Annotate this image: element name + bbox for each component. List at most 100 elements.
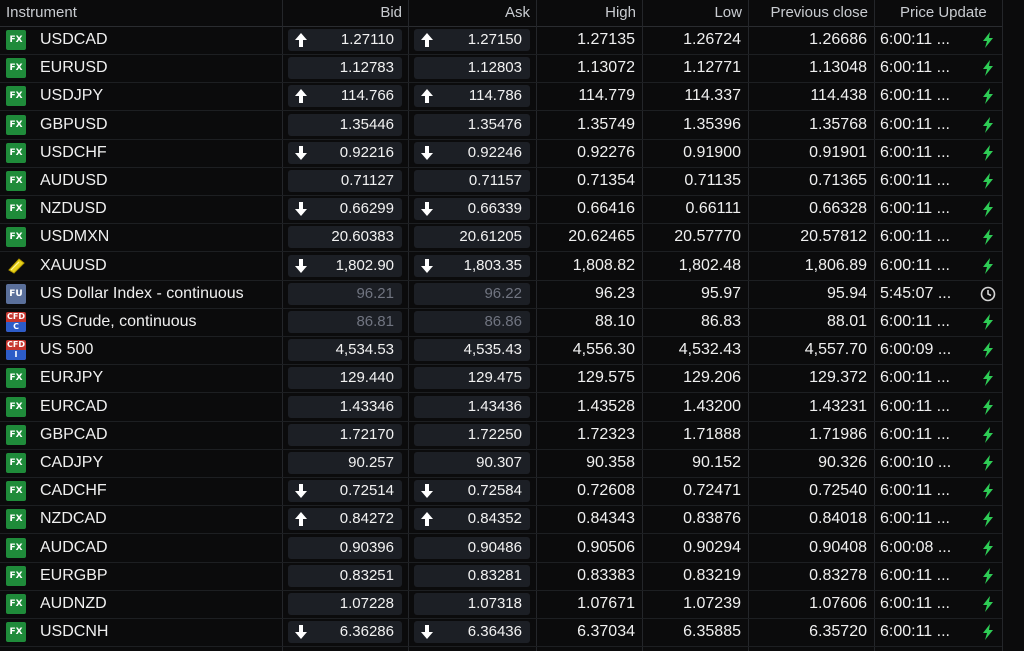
instrument-name[interactable]: US 500 [40,341,94,359]
instrument-name[interactable]: US Crude, continuous [40,313,197,330]
ask-price-button[interactable]: 0.90486 [414,536,530,559]
ask-price-button[interactable]: 86.86 [414,311,530,333]
table-row[interactable]: XAUUSD 1,802.90 1,803.35 1,808.82 1,802.48 1,… [0,252,1002,281]
column-divider[interactable] [1002,0,1003,651]
bid-price-button[interactable]: 0.71127 [288,170,402,192]
bid-price-button[interactable]: 114.766 [288,85,402,108]
ask-price-button[interactable]: 129.475 [414,367,530,390]
bid-price-button[interactable]: 90.257 [288,452,402,474]
ask-price-button[interactable]: 0.71157 [414,170,530,192]
table-row[interactable]: FX GBPUSD 1.35446 1.35476 1.35749 1.35396 1.35… [0,111,1002,140]
table-row[interactable]: FU US Dollar Index - continuous 96.21 96.22… [0,280,1002,309]
instrument-name[interactable]: NZDCAD [40,510,107,528]
table-row[interactable]: FX NZDCAD 0.84272 0.84352 0.84343 0.83876 0.84… [0,505,1002,535]
instrument-name[interactable]: USDCNH [40,623,109,641]
table-row[interactable]: FX USDCAD 1.27110 1.27150 1.27135 1.26724 1.26… [0,26,1002,55]
instrument-name[interactable]: CADJPY [40,454,104,471]
ask-price-button[interactable]: 4,535.43 [414,339,530,362]
column-header-previous-close[interactable]: Previous close [770,4,868,21]
ask-price-button[interactable]: 1.72250 [414,423,530,446]
instrument-name[interactable]: GBPCAD [40,425,108,443]
instrument-name[interactable]: AUDUSD [40,172,108,189]
table-row[interactable]: FX USDJPY 114.766 114.786 114.779 114.337 114.… [0,82,1002,112]
bid-price-button[interactable]: 1,802.90 [288,254,402,277]
ask-price-button[interactable]: 1.07318 [414,593,530,615]
bid-price-button[interactable]: 129.440 [288,367,402,390]
column-divider[interactable] [282,0,283,651]
column-divider[interactable] [748,0,749,651]
instrument-name[interactable]: EURGBP [40,566,108,584]
table-row[interactable]: FX EURCAD 1.43346 1.43436 1.43528 1.43200 1.43… [0,393,1002,422]
ask-price-button[interactable]: 114.786 [414,85,530,108]
instrument-name[interactable]: USDJPY [40,87,104,105]
bid-price-button[interactable]: 86.81 [288,311,402,333]
ask-price-button[interactable]: 0.72584 [414,480,530,503]
table-row[interactable]: FX CADCHF 0.72514 0.72584 0.72608 0.72471 0.72… [0,477,1002,507]
ask-price-button[interactable]: 1.27150 [414,29,530,51]
instrument-name[interactable]: EURCAD [40,397,108,415]
ask-price-button[interactable]: 0.92246 [414,141,530,164]
bid-price-button[interactable]: 1.35446 [288,113,402,136]
column-divider[interactable] [874,0,875,651]
ask-price-button[interactable]: 20.61205 [414,226,530,249]
table-row[interactable]: FX NZDUSD 0.66299 0.66339 0.66416 0.66111 0.66… [0,195,1002,225]
column-divider[interactable] [408,0,409,651]
table-row[interactable]: CFD C US Crude, continuous 86.81 86.86 88.10 8… [0,308,1002,337]
bid-price-button[interactable]: 1.07228 [288,593,402,615]
instrument-name[interactable]: AUDNZD [40,595,107,612]
table-row[interactable]: FX USDCHF 0.92216 0.92246 0.92276 0.91900 0.91… [0,139,1002,168]
instrument-name[interactable]: XAUUSD [40,256,107,274]
bid-price-button[interactable]: 1.12783 [288,57,402,80]
bid-price-button[interactable]: 4,534.53 [288,339,402,362]
table-row[interactable]: FX AUDNZD 1.07228 1.07318 1.07671 1.07239 1.07… [0,590,1002,619]
instrument-name[interactable]: US Dollar Index - continuous [40,284,244,302]
table-row[interactable]: FX AUDCAD 0.90396 0.90486 0.90506 0.90294 0.90… [0,534,1002,563]
bid-price-button[interactable]: 0.90396 [288,536,402,559]
bid-price-button[interactable]: 6.36286 [288,621,402,644]
bid-price-button[interactable]: 1.72170 [288,423,402,446]
ask-price-button[interactable]: 6.36436 [414,621,530,644]
bid-price-button[interactable]: 1.27110 [288,29,402,51]
ask-price-button[interactable]: 0.84352 [414,508,530,531]
column-header-ask[interactable]: Ask [504,4,530,21]
column-divider[interactable] [536,0,537,651]
bid-price-button[interactable]: 0.66299 [288,198,402,221]
instrument-name[interactable]: USDMXN [40,228,110,246]
instrument-name[interactable]: GBPUSD [40,115,108,133]
column-header-low[interactable]: Low [714,4,742,21]
table-row[interactable]: FX AUDUSD 0.71127 0.71157 0.71354 0.71135 0.71… [0,167,1002,196]
table-row[interactable]: FX EURUSD 1.12783 1.12803 1.13072 1.12771 1.13… [0,54,1002,84]
bid-price-button[interactable]: 1.43346 [288,395,402,418]
table-row[interactable]: FX GBPCAD 1.72170 1.72250 1.72323 1.71888 1.71… [0,421,1002,450]
ask-price-button[interactable]: 1,803.35 [414,254,530,277]
bid-price-button[interactable]: 0.72514 [288,480,402,503]
ask-price-button[interactable]: 1.35476 [414,113,530,136]
table-row[interactable]: FX USDMXN 20.60383 20.61205 20.62465 20.57770… [0,223,1002,253]
table-row[interactable]: CFD I US 500 4,534.53 4,535.43 4,556.30 4,532.… [0,336,1002,366]
bid-price-button[interactable]: 0.83251 [288,564,402,587]
column-header-high[interactable]: High [605,4,636,21]
ask-price-button[interactable]: 0.66339 [414,198,530,221]
column-header-price-update[interactable]: Price Update [900,4,987,21]
ask-price-button[interactable]: 0.83281 [414,564,530,587]
instrument-name[interactable]: AUDCAD [40,538,108,556]
table-row[interactable]: FX EURJPY 129.440 129.475 129.575 129.206 129.… [0,364,1002,394]
column-header-instrument[interactable]: Instrument [6,4,77,21]
instrument-name[interactable]: NZDUSD [40,200,107,218]
column-header-bid[interactable]: Bid [380,4,402,21]
table-row[interactable]: FX EURGBP 0.83251 0.83281 0.83383 0.83219 0.83… [0,562,1002,591]
bid-price-button[interactable]: 96.21 [288,282,402,305]
instrument-name[interactable]: CADCHF [40,482,107,500]
bid-price-button[interactable]: 0.84272 [288,508,402,531]
column-divider[interactable] [642,0,643,651]
instrument-name[interactable]: USDCHF [40,143,107,161]
table-row[interactable]: FX USDCNH 6.36286 6.36436 6.37034 6.35885 6.35… [0,618,1002,648]
instrument-name[interactable]: EURJPY [40,369,104,387]
bid-price-button[interactable]: 0.92216 [288,141,402,164]
table-row[interactable]: FX CADJPY 90.257 90.307 90.358 90.152 90.326 6:… [0,449,1002,478]
ask-price-button[interactable]: 1.12803 [414,57,530,80]
instrument-name[interactable]: USDCAD [40,31,108,48]
instrument-name[interactable]: EURUSD [40,59,108,77]
ask-price-button[interactable]: 90.307 [414,452,530,474]
ask-price-button[interactable]: 96.22 [414,282,530,305]
